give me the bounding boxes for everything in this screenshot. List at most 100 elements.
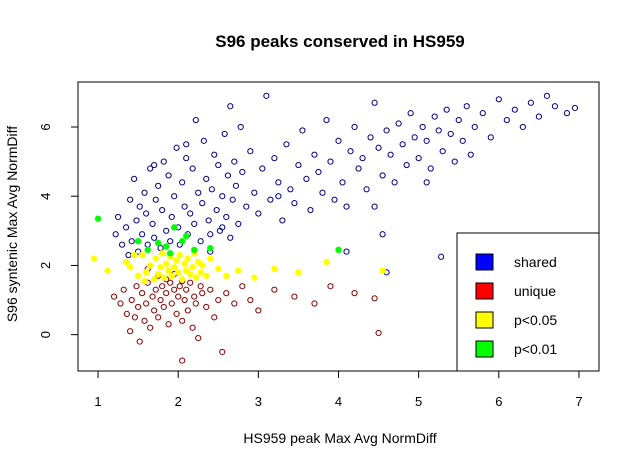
data-point — [90, 255, 98, 262]
data-point — [205, 217, 212, 224]
data-point — [303, 175, 310, 183]
data-point — [192, 300, 199, 307]
data-point — [263, 92, 270, 99]
data-point — [128, 296, 135, 304]
data-point — [175, 293, 182, 300]
data-point — [283, 141, 290, 148]
data-point — [451, 158, 458, 165]
data-point — [176, 251, 183, 259]
data-point — [459, 137, 466, 144]
data-point — [158, 250, 166, 257]
data-point — [443, 106, 450, 113]
data-point — [221, 130, 228, 138]
data-point — [173, 310, 180, 317]
data-point — [168, 300, 175, 307]
data-point — [114, 213, 122, 221]
data-point — [571, 104, 579, 112]
data-point — [203, 303, 210, 311]
data-point — [527, 99, 534, 106]
data-point — [215, 265, 222, 273]
data-point — [219, 348, 226, 356]
data-point — [463, 103, 470, 110]
data-point — [104, 267, 111, 274]
data-point — [227, 103, 234, 110]
legend-box — [456, 232, 600, 372]
data-point — [351, 123, 358, 131]
data-point — [291, 293, 298, 300]
data-point — [135, 248, 142, 255]
data-point — [171, 286, 178, 293]
data-point — [150, 276, 158, 283]
data-point — [335, 137, 342, 144]
data-point — [535, 113, 542, 120]
data-point — [315, 168, 322, 176]
data-point — [219, 224, 226, 231]
data-point — [154, 239, 162, 247]
data-point — [127, 328, 134, 335]
data-point — [162, 260, 170, 267]
data-point — [367, 134, 374, 141]
data-point — [192, 274, 200, 281]
data-point — [152, 286, 159, 293]
data-point — [170, 263, 178, 271]
data-point — [118, 241, 126, 248]
data-point — [383, 127, 390, 134]
legend-label: shared — [514, 254, 557, 270]
data-point — [151, 161, 158, 169]
data-point — [271, 286, 278, 293]
data-point — [343, 203, 350, 210]
x-tick-label: 1 — [94, 394, 101, 409]
data-point — [143, 300, 150, 307]
data-point — [243, 203, 250, 210]
data-point — [181, 203, 188, 210]
data-point — [173, 257, 180, 264]
data-point — [271, 265, 278, 273]
data-point — [138, 251, 146, 259]
x-tick-label: 6 — [495, 394, 502, 409]
data-point — [174, 269, 182, 276]
data-point — [141, 189, 148, 196]
x-tick-label: 5 — [415, 394, 422, 409]
data-point — [168, 272, 175, 280]
data-point — [267, 196, 274, 203]
data-point — [151, 307, 158, 314]
data-point — [437, 253, 445, 260]
data-point — [168, 213, 175, 221]
data-point — [419, 123, 426, 131]
series-p-0-01 — [94, 215, 342, 257]
data-point — [123, 310, 130, 317]
legend-swatch — [475, 282, 494, 300]
data-point — [163, 290, 170, 297]
data-point — [199, 262, 206, 269]
data-point — [192, 116, 199, 124]
data-point — [120, 286, 127, 293]
data-point — [224, 172, 231, 179]
data-point — [503, 116, 510, 124]
x-tick-label: 3 — [255, 394, 262, 409]
data-point — [133, 283, 140, 290]
data-point — [363, 186, 370, 193]
legend: shared unique p<0.05 p<0.01 — [456, 232, 600, 372]
data-point — [219, 193, 226, 200]
data-point — [287, 186, 294, 193]
data-point — [176, 283, 183, 290]
data-point — [307, 206, 314, 214]
data-point — [237, 123, 244, 131]
legend-swatch — [475, 340, 494, 358]
data-point — [213, 206, 220, 214]
data-point — [471, 123, 478, 131]
data-point — [455, 116, 462, 124]
data-point — [184, 255, 192, 262]
data-point — [439, 148, 446, 155]
data-point — [235, 220, 242, 228]
data-point — [231, 300, 238, 307]
data-point — [149, 220, 156, 228]
data-point — [160, 158, 167, 165]
legend-swatch — [475, 311, 494, 329]
y-tick-label: 4 — [38, 193, 53, 200]
data-point — [467, 151, 474, 158]
data-point — [323, 258, 330, 266]
data-point — [379, 231, 386, 238]
data-point — [551, 103, 559, 110]
data-point — [223, 213, 230, 221]
